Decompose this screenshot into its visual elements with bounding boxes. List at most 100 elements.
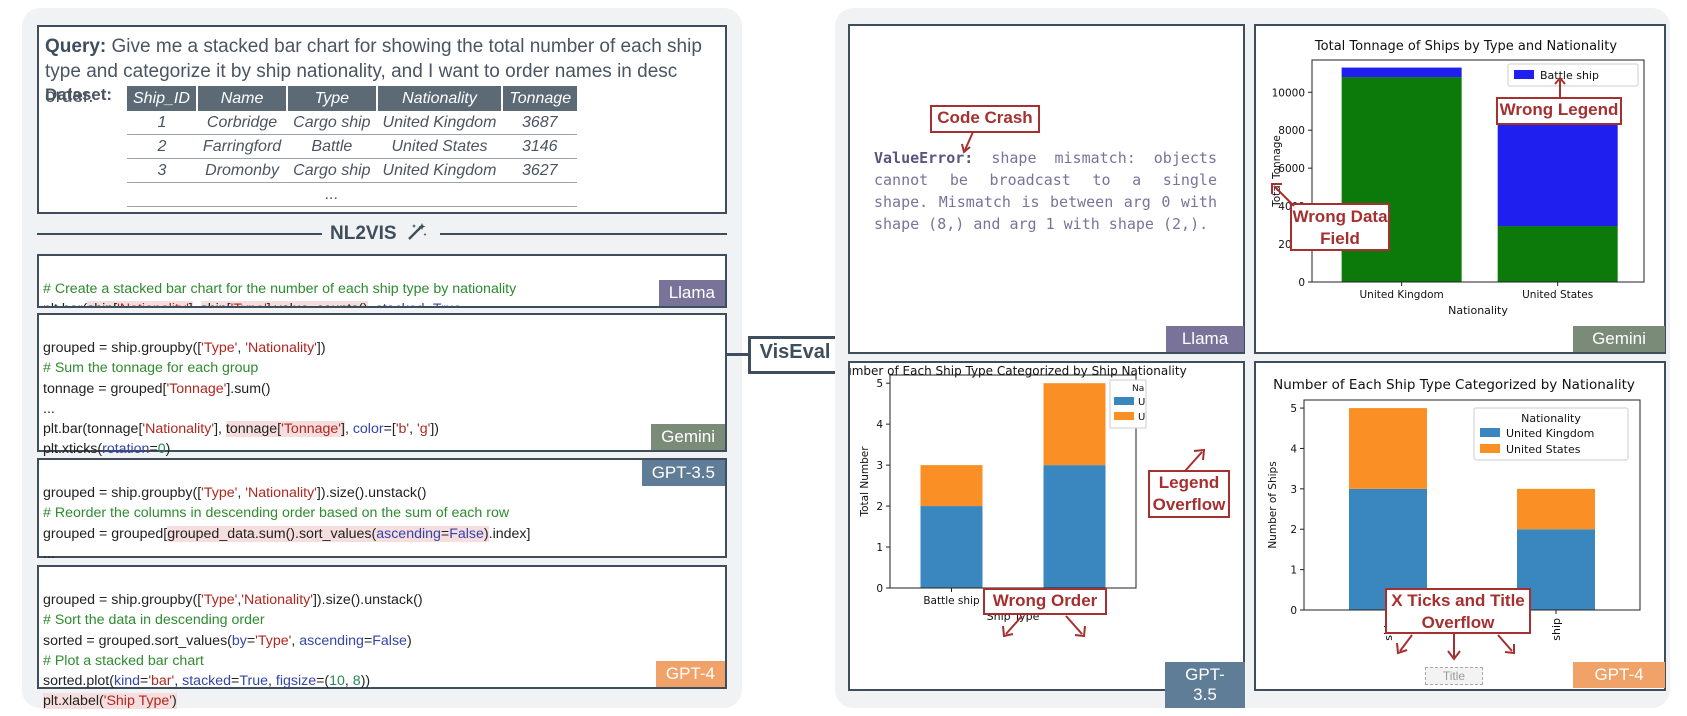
bar-segment (1517, 488, 1595, 530)
code-line: # Sum the tonnage for each group (43, 360, 259, 377)
x-tick-label: Battle ship (923, 595, 980, 607)
code-line: sorted.plot(kind='bar', stacked=True, fi… (43, 673, 371, 690)
legend-overflow-annotation: Legend Overflow (1148, 470, 1230, 518)
bar-segment (920, 506, 983, 588)
viseval-box (748, 336, 842, 374)
annotation-arrow-icon (1065, 615, 1086, 638)
y-tick-label: 2 (1290, 524, 1297, 536)
legend-title: Nationality (1521, 412, 1581, 425)
wrong-order-annotation: Wrong Order (983, 588, 1107, 615)
legend-swatch (1114, 412, 1134, 420)
dataset-column-header: Ship_ID (127, 86, 198, 111)
nl2vis-text: NL2VIS (330, 223, 397, 244)
error-name: ValueError: (874, 149, 974, 167)
y-tick-label: 1 (876, 542, 883, 554)
y-tick-label: 5 (876, 378, 883, 390)
dataset-cell: Battle (287, 134, 377, 159)
code-line: # Reorder the columns in descending orde… (43, 505, 510, 522)
viseval-label: VisEval (759, 341, 831, 363)
legend-label: United Kingdom (1506, 427, 1594, 440)
y-axis-label: Total Tonnage (1271, 135, 1283, 208)
dataset-table: Ship_ID Name Type Nationality Tonnage 1 Corbr… (127, 86, 578, 207)
legend-swatch (1114, 397, 1134, 405)
code-line: plt.xticks(rotation=0) (43, 441, 171, 458)
chart-title: Number of Each Ship Type Categorized by … (1273, 377, 1635, 393)
dataset-row: 2 Farringford Battle United States 3146 (127, 134, 578, 159)
query-label: Query: (45, 36, 107, 57)
code-line: grouped = ship.groupby(['Type','National… (43, 592, 423, 609)
legend-box (1473, 407, 1629, 461)
llama-result-box (848, 24, 1245, 354)
legend-label: U (1138, 397, 1145, 408)
code-crash-annotation: Code Crash (930, 105, 1040, 133)
y-tick-label: 10000 (1272, 87, 1305, 99)
dataset-column-header: Tonnage (502, 86, 578, 111)
annotation-arrow-icon (1554, 76, 1566, 98)
dataset-cell (502, 182, 578, 207)
legend-swatch (1480, 428, 1500, 437)
dataset-cell (376, 182, 503, 207)
plot-frame (1311, 59, 1645, 283)
nl2vis-label: NL2VIS (330, 222, 428, 245)
wrong-legend-annotation: Wrong Legend (1496, 97, 1622, 125)
bar-segment (1341, 67, 1462, 78)
bar-segment (920, 465, 983, 507)
bar-segment (1043, 465, 1106, 588)
annotation-arrow-icon (1271, 183, 1295, 207)
badge-gpt35-result: GPT-3.5 (1165, 662, 1245, 708)
dataset-cell: Cargo ship (287, 158, 377, 183)
code-line: ... (43, 545, 55, 562)
viseval-arrow-shaft (727, 353, 753, 356)
code-line: grouped = grouped[grouped_data.sum().sor… (43, 525, 531, 542)
query-body: Give me a stacked bar chart for showing … (45, 36, 702, 107)
dataset-row: ... (127, 182, 578, 207)
x-tick-label: ship (1550, 618, 1563, 641)
y-tick-label: 8000 (1278, 125, 1305, 137)
code-line: # Sort the data in descending order (43, 612, 265, 629)
badge-llama: Llama (658, 280, 725, 306)
code-block-gemini: grouped = ship.groupby(['Type', 'Nationa… (37, 313, 727, 478)
magic-wand-icon (407, 223, 427, 240)
bar-segment (1497, 226, 1618, 282)
code-block-gpt4: grouped = ship.groupby(['Type','National… (37, 565, 727, 710)
y-tick-label: 0 (1290, 605, 1297, 617)
dataset-cell: Cargo ship (287, 111, 377, 135)
annotation-arrow-icon (1002, 615, 1023, 638)
dataset-cell: Corbridge (196, 111, 288, 135)
dataset-cell: 3627 (502, 158, 578, 183)
y-tick-label: 1 (1290, 565, 1297, 577)
dataset-cell: United Kingdom (376, 158, 503, 183)
dataset-cell (196, 182, 288, 207)
code-block-gpt35: grouped = ship.groupby(['Type', 'Nationa… (37, 458, 727, 583)
code-lines: # Create a stacked bar chart for the num… (43, 259, 517, 306)
dataset-cell: 3146 (502, 134, 578, 159)
badge-gpt4: GPT-4 (655, 661, 725, 687)
x-axis-label: Nationality (1448, 304, 1508, 317)
dataset-cell: 3 (127, 158, 197, 183)
code-line: # Create a stacked bar chart for the num… (43, 281, 517, 298)
code-line: grouped = ship.groupby(['Type', 'Nationa… (43, 340, 326, 357)
badge-gpt35: GPT-3.5 (641, 460, 725, 486)
annotation-arrow-icon (1396, 633, 1515, 661)
code-line: sorted = grouped.sort_values(by='Type', … (43, 632, 412, 649)
dataset-cell: ... (287, 182, 377, 207)
legend-label: Battle ship (1540, 69, 1599, 82)
code-line: # Plot a stacked bar chart (43, 652, 204, 669)
dataset-cell: 1 (127, 111, 197, 135)
dataset-row: 3 Dromonby Cargo ship United Kingdom 3627 (127, 158, 578, 183)
y-tick-label: 5 (1290, 403, 1297, 415)
x-tick-label: United States (1522, 289, 1593, 301)
code-line: plt.bar(tonnage['Nationality'], tonnage[… (43, 421, 440, 438)
gemini-chart: Total Tonnage of Ships by Type and Natio… (1271, 39, 1645, 317)
y-tick-label: 3 (1290, 484, 1297, 496)
legend-label: United States (1506, 443, 1581, 456)
dataset-cell: 2 (127, 134, 197, 159)
dataset-column-header: Name (196, 86, 289, 111)
dataset-label: Dataset: (45, 85, 113, 104)
code-line: plt.bar(ship['Nationality'], ship['Type'… (43, 301, 462, 306)
badge-gpt4-result: GPT-4 (1573, 662, 1665, 688)
badge-llama-result: Llama (1166, 326, 1244, 352)
dataset-cell: 3687 (502, 111, 578, 135)
legend-swatch (1514, 70, 1534, 79)
wrong-data-field-annotation: Wrong Data Field (1290, 203, 1390, 251)
